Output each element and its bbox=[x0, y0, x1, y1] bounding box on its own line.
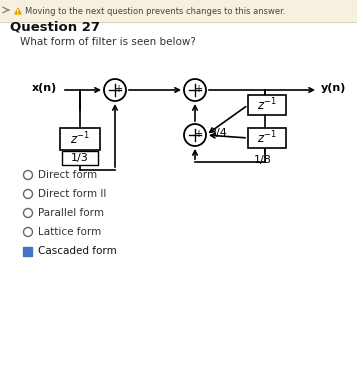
Text: 1/3: 1/3 bbox=[71, 153, 89, 163]
Text: y(n): y(n) bbox=[321, 83, 346, 93]
Text: +: + bbox=[194, 129, 202, 139]
Polygon shape bbox=[15, 8, 21, 14]
Text: Question 27: Question 27 bbox=[10, 21, 100, 34]
Text: $z^{-1}$: $z^{-1}$ bbox=[257, 97, 277, 113]
Text: Direct form II: Direct form II bbox=[38, 189, 106, 199]
Text: What form of filter is seen below?: What form of filter is seen below? bbox=[20, 37, 196, 47]
Text: Moving to the next question prevents changes to this answer.: Moving to the next question prevents cha… bbox=[25, 6, 286, 16]
Bar bbox=[248, 95, 286, 115]
Text: Lattice form: Lattice form bbox=[38, 227, 101, 237]
Text: x(n): x(n) bbox=[32, 83, 57, 93]
Circle shape bbox=[184, 124, 206, 146]
Text: +: + bbox=[194, 84, 202, 94]
Bar bbox=[62, 151, 98, 165]
Text: $z^{-1}$: $z^{-1}$ bbox=[257, 130, 277, 146]
Text: 1/8: 1/8 bbox=[254, 155, 272, 165]
Text: !: ! bbox=[16, 9, 20, 15]
Circle shape bbox=[104, 79, 126, 101]
Circle shape bbox=[184, 79, 206, 101]
Text: Cascaded form: Cascaded form bbox=[38, 246, 117, 256]
Bar bbox=[23, 247, 32, 255]
Text: 3/4: 3/4 bbox=[209, 128, 227, 138]
Bar bbox=[60, 128, 100, 150]
Text: Direct form: Direct form bbox=[38, 170, 97, 180]
Text: Parallel form: Parallel form bbox=[38, 208, 104, 218]
Text: +: + bbox=[114, 84, 122, 94]
Bar bbox=[0, 0, 357, 22]
Bar bbox=[248, 128, 286, 148]
Text: $z^{-1}$: $z^{-1}$ bbox=[70, 131, 90, 147]
